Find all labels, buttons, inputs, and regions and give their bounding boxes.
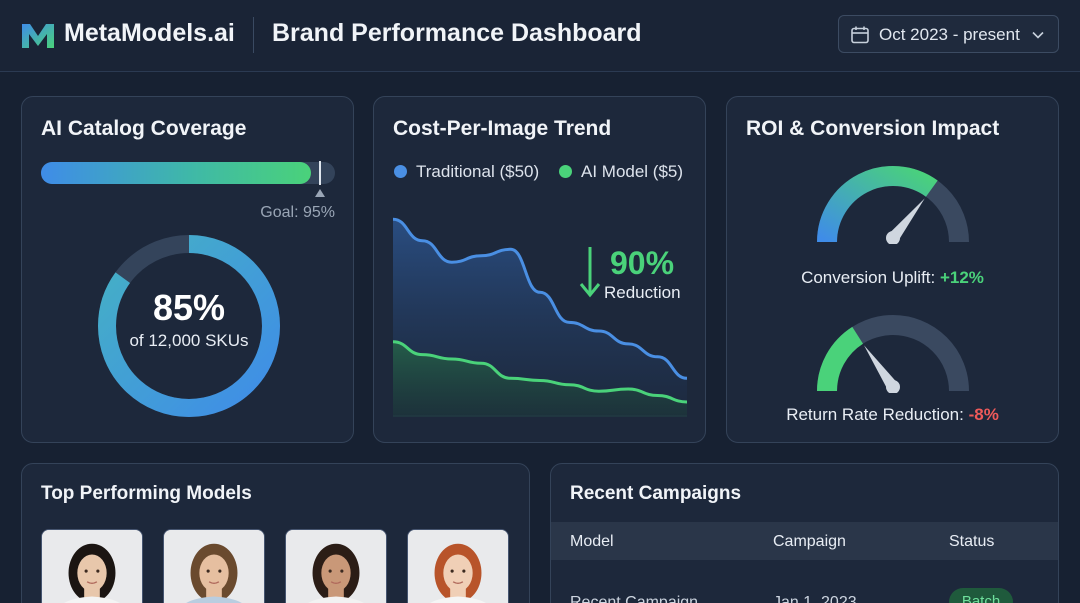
arrow-down-icon	[579, 247, 601, 298]
reduction-label: Reduction	[604, 283, 681, 302]
goal-label: Goal: 95%	[260, 204, 335, 221]
return-gauge-needle	[864, 345, 899, 391]
card-title: AI Catalog Coverage	[41, 117, 247, 140]
coverage-percent: 85%	[152, 287, 226, 328]
area-ai-model	[393, 341, 687, 417]
table-header	[551, 522, 1058, 560]
top-header: MetaModels.ai Brand Performance Dashboar…	[0, 0, 1080, 72]
status-badge: Batch	[949, 588, 1013, 603]
coverage-donut-chart	[98, 235, 280, 417]
m-logo-icon[interactable]	[20, 20, 56, 50]
series-line-traditional	[393, 217, 687, 380]
header-divider	[253, 17, 254, 53]
card-title: Top Performing Models	[41, 483, 252, 504]
card-title: Cost-Per-Image Trend	[393, 117, 612, 140]
page-title: Brand Performance Dashboard	[272, 19, 642, 47]
coverage-progress-fill	[41, 162, 312, 184]
legend-ai-model[interactable]: AI Model ($5)	[559, 162, 683, 182]
recent-campaigns-card: Recent Campaigns Model Campaign Status R…	[550, 463, 1059, 603]
return-gauge-fill	[817, 326, 864, 392]
roi-card: ROI & Conversion Impact Conversion Uplif…	[726, 96, 1059, 443]
date-range-picker[interactable]: Oct 2023 - present	[838, 15, 1059, 53]
return-rate-value: -8%	[968, 405, 999, 424]
reduction-value: 90%	[610, 245, 675, 281]
brand-name[interactable]: MetaModels.ai	[64, 19, 235, 47]
legend-traditional[interactable]: Traditional ($50)	[394, 162, 539, 182]
column-header-campaign[interactable]: Campaign	[773, 533, 846, 550]
top-models-card: Top Performing Models	[21, 463, 530, 603]
model-portrait-image	[286, 530, 386, 603]
cost-trend-card: Cost-Per-Image Trend Traditional ($50) A…	[373, 96, 706, 443]
conversion-gauge-fill	[817, 166, 938, 243]
table-cell-model[interactable]: Recent Campaign	[570, 594, 699, 603]
card-title: ROI & Conversion Impact	[746, 117, 1000, 140]
model-portrait-image	[164, 530, 264, 603]
goal-marker	[319, 161, 322, 185]
model-card-3[interactable]	[285, 529, 387, 603]
column-header-model[interactable]: Model	[570, 533, 614, 550]
legend-label: Traditional ($50)	[416, 162, 540, 181]
column-header-status[interactable]: Status	[949, 533, 995, 550]
model-portrait-image	[408, 530, 508, 603]
legend-label: AI Model ($5)	[581, 162, 684, 181]
model-card-2[interactable]	[163, 529, 265, 603]
model-card-4[interactable]	[407, 529, 509, 603]
chevron-down-icon	[1032, 31, 1044, 39]
date-range-label: Oct 2023 - present	[879, 25, 1020, 44]
goal-arrow-icon	[315, 189, 326, 197]
legend-dot-ai	[559, 165, 572, 178]
conversion-value: +12%	[939, 268, 984, 287]
card-title: Recent Campaigns	[570, 483, 742, 504]
conversion-label-text: Conversion Uplift:	[801, 268, 940, 287]
series-line-ai-model	[393, 340, 687, 404]
return-label-text: Return Rate Reduction:	[786, 405, 969, 424]
cost-trend-chart	[393, 217, 687, 417]
return-rate-gauge	[817, 315, 969, 393]
conversion-gauge-needle	[888, 198, 925, 242]
conversion-uplift-label: Conversion Uplift: +12%	[727, 268, 1058, 288]
return-rate-label: Return Rate Reduction: -8%	[727, 405, 1058, 425]
coverage-progress-bar	[41, 162, 335, 184]
catalog-coverage-card: AI Catalog Coverage Goal: 95% 85% of 12,…	[21, 96, 354, 443]
table-cell-campaign: Jan 1, 2023	[773, 594, 857, 603]
legend-dot-traditional	[394, 165, 407, 178]
conversion-gauge-needle-hub	[886, 231, 900, 244]
coverage-sku-label: of 12,000 SKUs	[129, 331, 249, 350]
model-portrait-image	[42, 530, 142, 603]
conversion-gauge	[817, 166, 969, 244]
calendar-icon	[851, 26, 869, 44]
model-card-1[interactable]	[41, 529, 143, 603]
return-gauge-needle-hub	[886, 380, 900, 393]
